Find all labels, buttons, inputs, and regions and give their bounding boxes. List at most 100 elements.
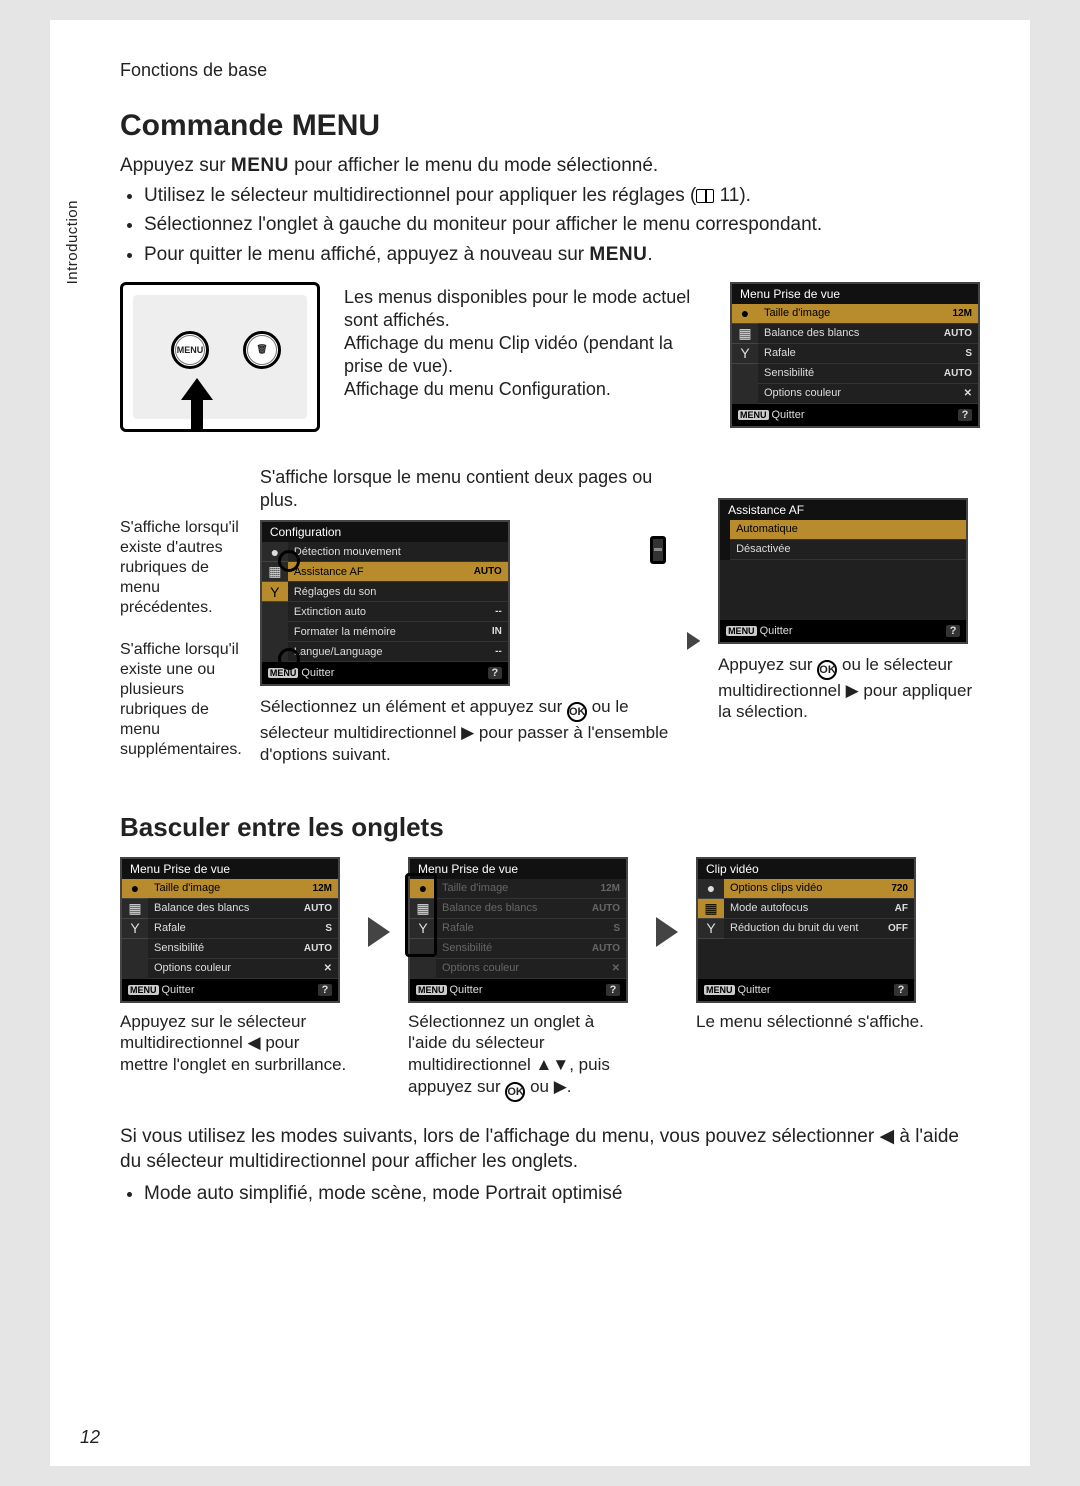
- sec2-left-a: S'affiche lorsqu'il existe d'autres rubr…: [120, 518, 242, 618]
- side-tab-label: Introduction: [64, 200, 81, 284]
- menu-row: Réglages du son: [288, 582, 508, 602]
- lcd-list: Détection mouvementAssistance AFAUTORégl…: [288, 542, 508, 662]
- lcd-sec3-b: Menu Prise de vue ● ▦ Y Taille d'image12…: [408, 857, 628, 1003]
- intro-block: Appuyez sur MENU pour afficher le menu d…: [120, 153, 980, 268]
- help-icon: ?: [946, 625, 960, 637]
- sec1-text: Les menus disponibles pour le mode actue…: [344, 282, 706, 432]
- lcd-tab-setup-icon: Y: [698, 919, 724, 939]
- menu-row: Balance des blancsAUTO: [758, 324, 978, 344]
- lcd-menu-prise-de-vue: Menu Prise de vue ● ▦ Y Taille d'image12…: [730, 282, 980, 428]
- menu-row: Options couleur✕: [436, 959, 626, 979]
- menu-row: RafaleS: [758, 344, 978, 364]
- sec2-cap-b: Sélectionnez un élément et appuyez sur O…: [260, 696, 669, 766]
- sec2-toptext: S'affiche lorsque le menu contient deux …: [260, 466, 669, 513]
- menu-row: Détection mouvement: [288, 542, 508, 562]
- menu-row: Options couleur✕: [758, 384, 978, 404]
- help-icon: ?: [488, 667, 502, 679]
- menu-row: Extinction auto--: [288, 602, 508, 622]
- lcd-foot-label: Quitter: [162, 984, 195, 996]
- breadcrumb: Fonctions de base: [120, 60, 980, 81]
- lcd-foot-label: Quitter: [301, 667, 334, 679]
- lcd-foot-label: Quitter: [760, 625, 793, 637]
- lcd-tab-camera-icon: ●: [732, 304, 758, 324]
- lcd-tab-video-icon: ▦: [698, 899, 724, 919]
- lcd-list: Options clips vidéo720Mode autofocusAFRé…: [724, 879, 914, 939]
- menu-row: Désactivée: [730, 540, 966, 560]
- lcd-title: Menu Prise de vue: [732, 284, 978, 304]
- lcd-tab-video-icon: ▦: [732, 324, 758, 344]
- lcd-foot-label: Quitter: [772, 409, 805, 421]
- intro-bold: MENU: [231, 155, 289, 176]
- lcd-tab-camera-icon: ●: [698, 879, 724, 899]
- menu-row: SensibilitéAUTO: [758, 364, 978, 384]
- menu-row: Réduction du bruit du ventOFF: [724, 919, 914, 939]
- lcd-tab-setup-icon: Y: [262, 582, 288, 602]
- delete-button-icon: 🗑: [243, 331, 281, 369]
- help-icon: ?: [894, 984, 908, 996]
- heading-basculer: Basculer entre les onglets: [120, 812, 980, 843]
- bullet-2: Sélectionnez l'onglet à gauche du monite…: [144, 212, 980, 238]
- sec2-left-b: S'affiche lorsqu'il existe une ou plusie…: [120, 640, 242, 760]
- lcd-sec3-a: Menu Prise de vue ● ▦ Y Taille d'image12…: [120, 857, 340, 1003]
- camera-diagram: MENU 🗑: [120, 282, 320, 432]
- menu-row: RafaleS: [148, 919, 338, 939]
- right-arrow-icon: [687, 632, 700, 655]
- lcd-list: Taille d'image12MBalance des blancsAUTOR…: [436, 879, 626, 979]
- sec2-cap-c: Appuyez sur OK ou le sélecteur multidire…: [718, 654, 980, 724]
- lcd-tab-setup-icon: Y: [122, 919, 148, 939]
- lcd-list: Taille d'image12MBalance des blancsAUTOR…: [758, 304, 978, 404]
- intro-pre: Appuyez sur: [120, 155, 231, 176]
- sec3-cap-a: Appuyez sur le sélecteur multidirectionn…: [120, 1011, 350, 1076]
- menu-row: Langue/Language--: [288, 642, 508, 662]
- menu-row: SensibilitéAUTO: [148, 939, 338, 959]
- ok-icon: OK: [567, 702, 587, 722]
- menu-row: Taille d'image12M: [758, 304, 978, 324]
- lcd-list: Taille d'image12MBalance des blancsAUTOR…: [148, 879, 338, 979]
- heading-commande-menu: Commande MENU: [120, 109, 980, 143]
- menu-row: Automatique: [730, 520, 966, 540]
- right-arrow-icon: [368, 917, 390, 952]
- tab-highlight-box: [405, 873, 437, 957]
- lcd-list: AutomatiqueDésactivée: [730, 520, 966, 560]
- book-icon: [696, 189, 714, 203]
- help-icon: ?: [606, 984, 620, 996]
- lcd-title: Menu Prise de vue: [122, 859, 338, 879]
- intro-post: pour afficher le menu du mode sélectionn…: [289, 155, 658, 176]
- footer-paragraph: Si vous utilisez les modes suivants, lor…: [120, 1124, 980, 1207]
- lcd-title: Clip vidéo: [698, 859, 914, 879]
- bullet-1: Utilisez le sélecteur multidirectionnel …: [144, 183, 980, 209]
- menu-row: Balance des blancsAUTO: [436, 899, 626, 919]
- right-arrow-icon: [656, 917, 678, 952]
- sec3-cap-c: Le menu sélectionné s'affiche.: [696, 1011, 924, 1033]
- menu-row: RafaleS: [436, 919, 626, 939]
- lcd-title: Configuration: [262, 522, 508, 542]
- lcd-tab-setup-icon: Y: [732, 344, 758, 364]
- heading-text: Commande MENU: [120, 109, 380, 142]
- lcd-tab-camera-icon: ●: [122, 879, 148, 899]
- menu-row: Options couleur✕: [148, 959, 338, 979]
- menu-row: SensibilitéAUTO: [436, 939, 626, 959]
- lcd-tab-video-icon: ▦: [122, 899, 148, 919]
- page-number: 12: [80, 1427, 100, 1448]
- lcd-title: Menu Prise de vue: [410, 859, 626, 879]
- lcd-assistance-af: Assistance AF AutomatiqueDésactivée MENU…: [718, 498, 968, 644]
- scrollbar-marker-icon: [650, 536, 666, 564]
- menu-row: Balance des blancsAUTO: [148, 899, 338, 919]
- ok-icon: OK: [505, 1082, 525, 1102]
- sec3-cap-b: Sélectionnez un onglet à l'aide du sélec…: [408, 1011, 638, 1102]
- menu-row: Options clips vidéo720: [724, 879, 914, 899]
- menu-row: Formater la mémoireIN: [288, 622, 508, 642]
- lcd-foot-label: Quitter: [450, 984, 483, 996]
- lcd-sec3-c: Clip vidéo ● ▦ Y Options clips vidéo720M…: [696, 857, 916, 1003]
- intro-bullets: Utilisez le sélecteur multidirectionnel …: [144, 183, 980, 268]
- lcd-foot-label: Quitter: [738, 984, 771, 996]
- menu-button-icon: MENU: [171, 331, 209, 369]
- help-icon: ?: [958, 409, 972, 421]
- footer-bullet: Mode auto simplifié, mode scène, mode Po…: [144, 1181, 980, 1207]
- menu-row: Taille d'image12M: [148, 879, 338, 899]
- menu-row: Assistance AFAUTO: [288, 562, 508, 582]
- up-arrow-icon: [181, 378, 213, 435]
- menu-row: Taille d'image12M: [436, 879, 626, 899]
- ok-icon: OK: [817, 660, 837, 680]
- help-icon: ?: [318, 984, 332, 996]
